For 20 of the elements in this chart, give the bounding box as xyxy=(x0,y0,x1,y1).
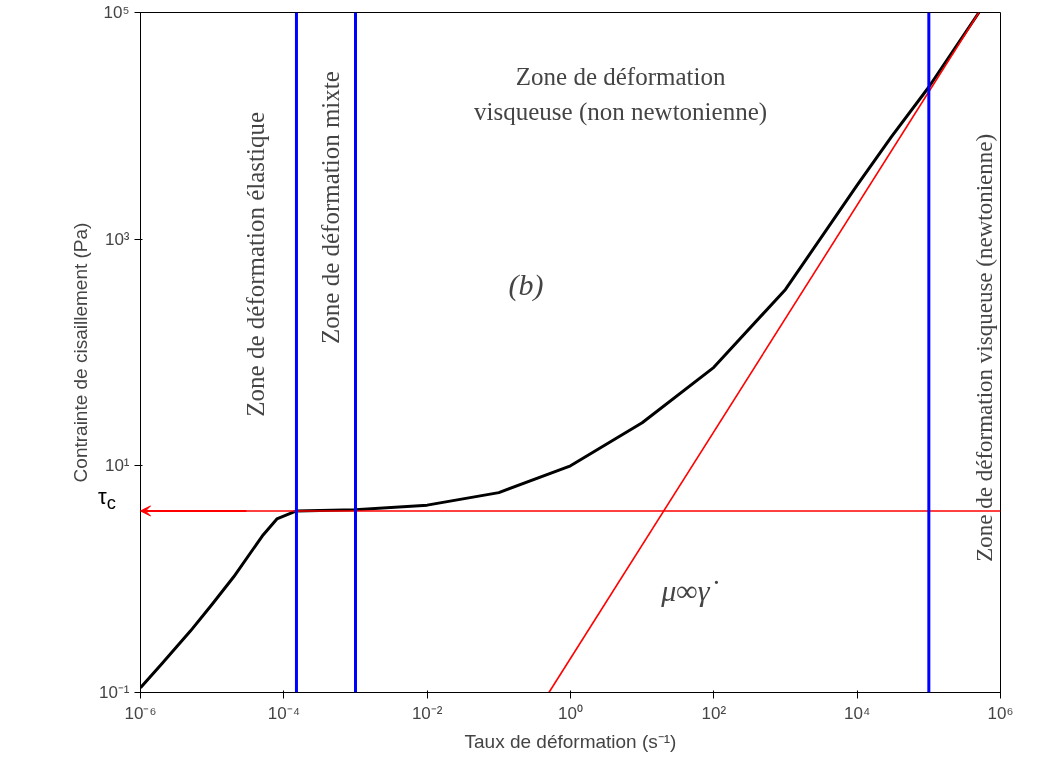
y-axis-title: Contrainte de cisaillement (Pa) xyxy=(69,222,91,483)
y-tick-label: 10¹ xyxy=(104,456,130,476)
x-tick-label: 10² xyxy=(701,703,727,723)
x-tick-label: 10⁻⁶ xyxy=(124,703,157,723)
x-tick-label: 10⁻² xyxy=(411,703,443,723)
x-tick-label: 10⁴ xyxy=(844,703,871,723)
y-tick-label: 10⁵ xyxy=(103,3,130,22)
annotation: Zone de déformation mixte xyxy=(317,71,345,344)
annotation: (b) xyxy=(508,267,544,302)
x-tick-label: 10⁶ xyxy=(987,703,1014,723)
annotation: Zone de déformation élastique xyxy=(241,111,269,417)
y-tick-label: 10³ xyxy=(104,229,130,249)
x-axis-title: Taux de déformation (s⁻¹) xyxy=(464,730,677,752)
y-tick-label: 10⁻¹ xyxy=(98,683,130,702)
annotation: Zone de déformation visqueuse (newtonienne) xyxy=(972,133,998,562)
x-tick-label: 10⁰ xyxy=(558,703,583,723)
ref-line-label: τ$_{c}$ xyxy=(98,484,116,515)
annotation: Zone de déformation visqueuse (non newtonienne) xyxy=(474,63,768,127)
x-tick-label: 10⁻⁴ xyxy=(267,703,300,723)
annotation: μ∞γ̇ xyxy=(660,573,719,607)
